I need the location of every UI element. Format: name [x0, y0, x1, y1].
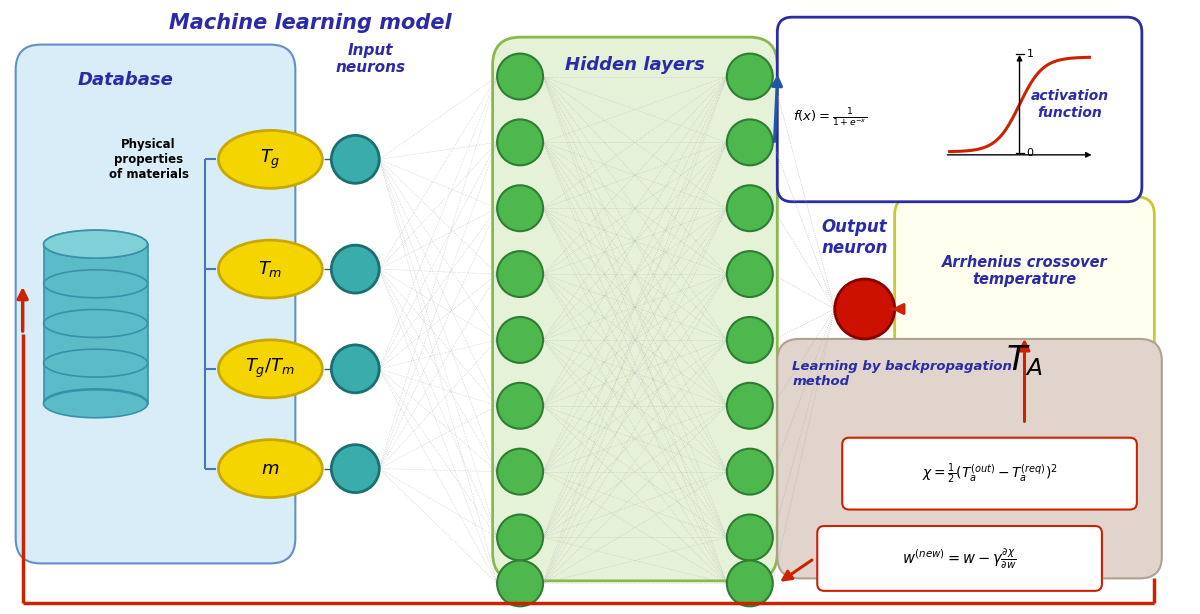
- Text: $w^{(new)} = w - \gamma \frac{\partial \chi}{\partial w}$: $w^{(new)} = w - \gamma \frac{\partial \…: [902, 546, 1016, 571]
- FancyBboxPatch shape: [817, 526, 1102, 591]
- Ellipse shape: [218, 130, 323, 188]
- Circle shape: [497, 251, 544, 297]
- Circle shape: [497, 383, 544, 429]
- Text: $m$: $m$: [262, 460, 280, 478]
- Circle shape: [727, 251, 773, 297]
- Circle shape: [727, 317, 773, 363]
- Text: $T_A$: $T_A$: [1006, 343, 1043, 378]
- Ellipse shape: [218, 340, 323, 398]
- FancyBboxPatch shape: [895, 196, 1154, 421]
- Circle shape: [727, 53, 773, 99]
- Text: Database: Database: [78, 71, 174, 88]
- Ellipse shape: [218, 440, 323, 497]
- Ellipse shape: [43, 389, 148, 417]
- Ellipse shape: [43, 230, 148, 258]
- Circle shape: [835, 279, 895, 339]
- Text: Input
neurons: Input neurons: [335, 42, 406, 75]
- Circle shape: [331, 245, 379, 293]
- FancyBboxPatch shape: [493, 37, 778, 581]
- Circle shape: [727, 449, 773, 494]
- Text: 0: 0: [1026, 148, 1033, 158]
- Ellipse shape: [43, 390, 148, 418]
- Circle shape: [727, 515, 773, 561]
- Circle shape: [331, 345, 379, 393]
- Text: Learning by backpropagation
method: Learning by backpropagation method: [792, 360, 1012, 388]
- Ellipse shape: [218, 240, 323, 298]
- Text: $T_m$: $T_m$: [258, 259, 282, 279]
- Circle shape: [331, 445, 379, 492]
- Text: activation
function: activation function: [1031, 90, 1109, 120]
- Ellipse shape: [43, 309, 148, 338]
- Text: 1: 1: [1026, 49, 1033, 59]
- Circle shape: [727, 561, 773, 606]
- Text: Output
neuron: Output neuron: [822, 218, 888, 257]
- Circle shape: [331, 136, 379, 184]
- Circle shape: [497, 449, 544, 494]
- Ellipse shape: [43, 270, 148, 298]
- Circle shape: [497, 317, 544, 363]
- FancyBboxPatch shape: [778, 17, 1142, 202]
- Text: $T_g/T_m$: $T_g/T_m$: [245, 357, 295, 381]
- Text: $f(x) = \frac{1}{1+e^{-x}}$: $f(x) = \frac{1}{1+e^{-x}}$: [793, 106, 866, 129]
- FancyBboxPatch shape: [778, 339, 1162, 578]
- Circle shape: [497, 120, 544, 165]
- Circle shape: [497, 561, 544, 606]
- Polygon shape: [43, 244, 148, 404]
- Circle shape: [497, 185, 544, 231]
- Circle shape: [727, 383, 773, 429]
- Text: Machine learning model: Machine learning model: [169, 13, 451, 33]
- Text: Hidden layers: Hidden layers: [565, 56, 704, 74]
- Ellipse shape: [43, 349, 148, 377]
- Circle shape: [727, 185, 773, 231]
- Text: Arrhenius crossover
temperature: Arrhenius crossover temperature: [942, 255, 1108, 287]
- Text: Physical
properties
of materials: Physical properties of materials: [108, 138, 188, 181]
- FancyBboxPatch shape: [842, 438, 1136, 510]
- FancyBboxPatch shape: [16, 45, 295, 564]
- Text: $\chi = \frac{1}{2}(T_a^{(out)} - T_a^{(req)})^2$: $\chi = \frac{1}{2}(T_a^{(out)} - T_a^{(…: [922, 462, 1057, 486]
- Circle shape: [727, 120, 773, 165]
- Text: $T_g$: $T_g$: [260, 148, 281, 171]
- Circle shape: [497, 515, 544, 561]
- Circle shape: [497, 53, 544, 99]
- Ellipse shape: [43, 230, 148, 258]
